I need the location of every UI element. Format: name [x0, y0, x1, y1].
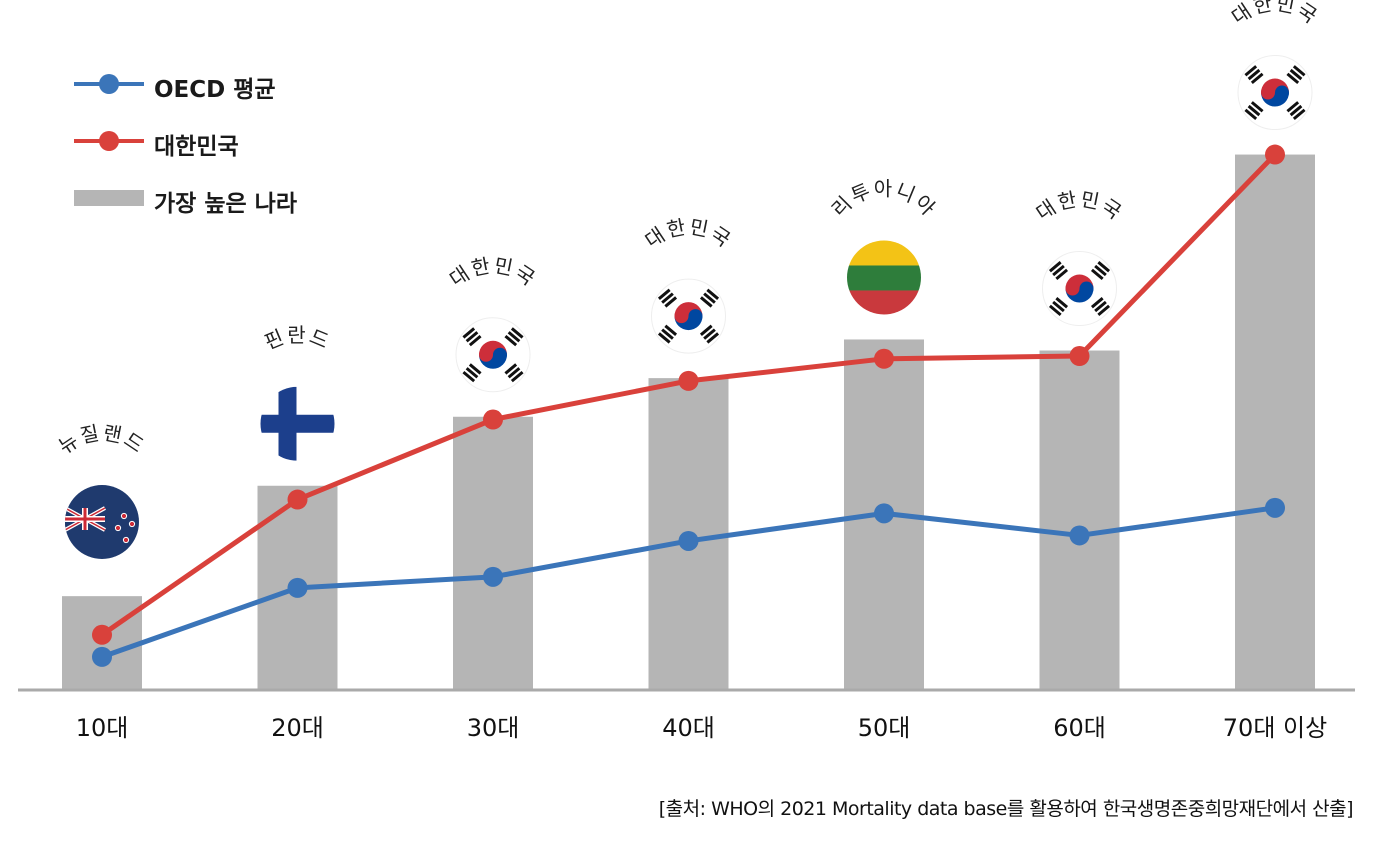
point-korea-4	[874, 348, 894, 369]
legend-label-oecd: OECD 평균	[154, 77, 276, 103]
point-oecd-4	[874, 503, 894, 524]
country-label-0: 뉴질랜드	[54, 420, 150, 458]
x-tick-label-1: 20대	[271, 714, 324, 742]
point-korea-2	[483, 409, 503, 430]
country-label-4: 리투아니아	[827, 176, 942, 221]
point-korea-3	[678, 370, 699, 391]
point-korea-1	[287, 489, 308, 510]
point-korea-6	[1265, 144, 1285, 165]
new-zealand-flag-icon	[65, 485, 139, 559]
country-label-2: 대한민국	[445, 253, 541, 291]
bar-highest-6	[1235, 154, 1315, 690]
lithuania-flag-icon	[847, 240, 921, 315]
x-tick-label-3: 40대	[662, 714, 715, 742]
country-label-5: 대한민국	[1032, 187, 1128, 225]
korea-flag-icon	[1042, 251, 1117, 327]
highest-bar-swatch	[74, 190, 144, 206]
country-label-6: 대한민국	[1227, 0, 1323, 29]
bar-highest-2	[453, 416, 533, 690]
x-tick-label-5: 60대	[1053, 714, 1106, 742]
korea-flag-icon	[1237, 55, 1313, 131]
point-oecd-5	[1069, 525, 1090, 546]
point-oecd-6	[1265, 497, 1285, 518]
point-oecd-2	[483, 566, 503, 587]
korea-flag-icon	[651, 278, 726, 354]
finland-flag-icon	[260, 386, 335, 461]
legend-label-korea: 대한민국	[154, 134, 239, 160]
oecd-line-swatch	[74, 74, 144, 94]
lines-layer	[92, 144, 1285, 667]
legend-label-highest: 가장 높은 나라	[154, 191, 297, 217]
x-tick-label-2: 30대	[467, 714, 520, 742]
point-korea-5	[1069, 346, 1090, 367]
x-tick-label-4: 50대	[858, 714, 911, 742]
country-label-3: 대한민국	[641, 214, 737, 252]
point-oecd-3	[678, 530, 699, 551]
point-oecd-0	[92, 646, 112, 667]
korea-line-swatch	[74, 131, 144, 151]
korea-flag-icon	[455, 317, 531, 393]
point-korea-0	[92, 624, 112, 645]
point-oecd-1	[287, 577, 308, 598]
x-tick-label-6: 70대 이상	[1223, 714, 1327, 742]
x-tick-label-0: 10대	[76, 714, 129, 742]
source-note: [출처: WHO의 2021 Mortality data base를 활용하여…	[658, 798, 1354, 820]
country-label-1: 핀란드	[261, 323, 334, 354]
bar-highest-5	[1039, 350, 1120, 690]
x-tick-labels: 10대 20대 30대 40대 50대 60대 70대 이상	[76, 714, 1328, 742]
